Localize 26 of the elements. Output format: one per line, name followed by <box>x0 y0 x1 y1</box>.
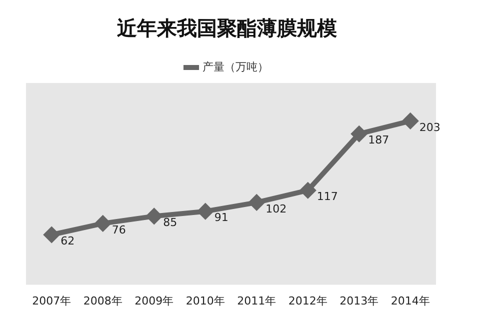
x-tick-label: 2011年 <box>237 294 276 308</box>
data-label: 85 <box>163 216 178 230</box>
data-label: 102 <box>266 202 287 216</box>
point <box>249 194 264 210</box>
x-tick-label: 2010年 <box>186 294 225 308</box>
point <box>402 113 418 128</box>
x-tick-label: 2014年 <box>390 294 430 308</box>
point <box>352 126 367 142</box>
point <box>44 227 60 242</box>
data-label: 91 <box>214 211 228 224</box>
x-tick-label: 2008年 <box>83 294 122 308</box>
data-label: 203 <box>419 120 440 134</box>
point <box>198 204 213 219</box>
point <box>95 216 110 231</box>
point <box>300 182 316 198</box>
point <box>146 208 162 224</box>
data-label: 76 <box>112 223 126 236</box>
x-tick-label: 2007年 <box>32 294 72 308</box>
chart-title: 近年来我国聚酯薄膜规模 <box>116 16 337 40</box>
data-label: 62 <box>60 234 75 248</box>
legend-label: 产量（万吨） <box>202 60 268 74</box>
data-label: 117 <box>316 190 338 204</box>
x-tick-label: 2013年 <box>340 294 379 308</box>
data-label: 187 <box>368 134 390 147</box>
x-tick-label: 2012年 <box>288 294 328 308</box>
x-tick-label: 2009年 <box>134 294 174 308</box>
